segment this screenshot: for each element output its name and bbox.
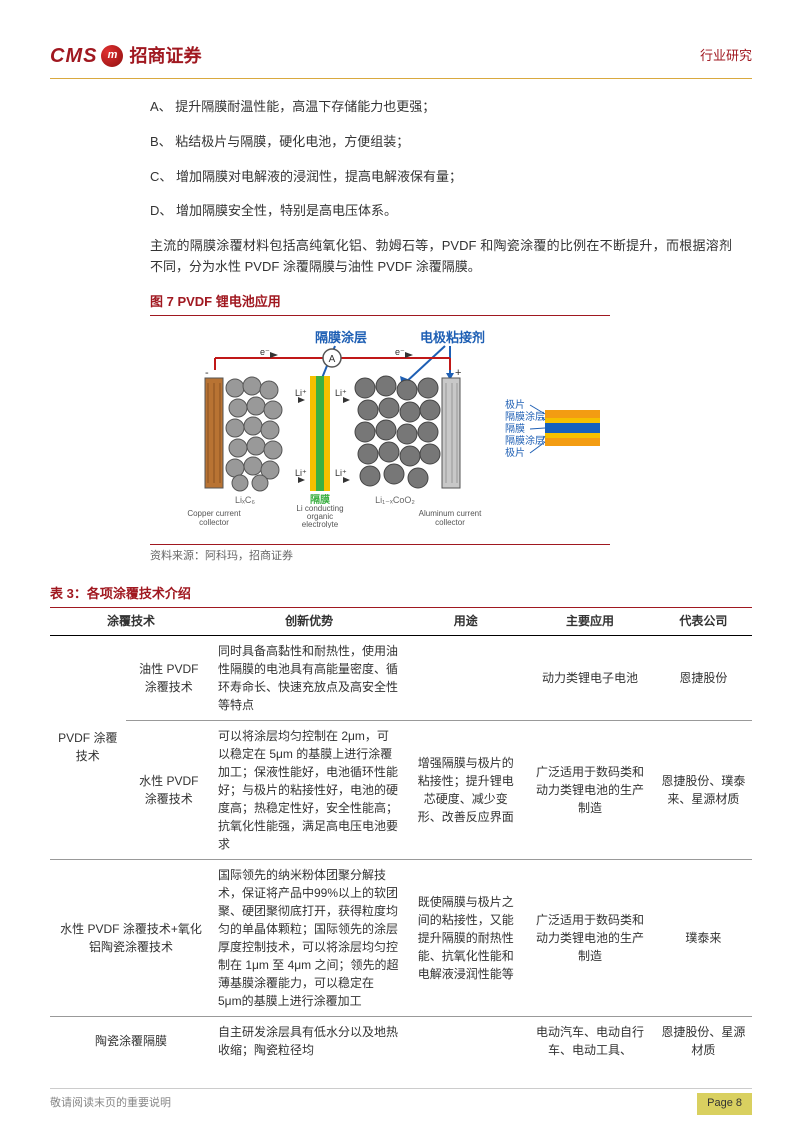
cell-advantage: 可以将涂层均匀控制在 2μm，可以稳定在 5μm 的基膜上进行涂覆加工；保液性能… bbox=[212, 720, 406, 859]
label-electrode-binder: 电极粘接剂 bbox=[420, 330, 485, 345]
svg-text:隔膜: 隔膜 bbox=[310, 493, 330, 506]
list-item-c: C、 增加隔膜对电解液的浸润性，提高电解液保有量； bbox=[150, 167, 732, 188]
svg-text:隔膜涂层: 隔膜涂层 bbox=[505, 410, 545, 423]
svg-text:隔膜: 隔膜 bbox=[505, 423, 525, 435]
battery-diagram-svg: 隔膜涂层 电极粘接剂 A e⁻ e⁻ - + bbox=[150, 328, 610, 528]
cell-advantage: 自主研发涂层具有低水分以及地热收缩；陶瓷粒径均 bbox=[212, 1016, 406, 1065]
cell-group-pvdf: PVDF 涂覆技术 bbox=[50, 635, 126, 859]
col-application: 主要应用 bbox=[525, 607, 655, 635]
table-row: PVDF 涂覆技术 油性 PVDF 涂覆技术 同时具备高黏性和耐热性，使用油性隔… bbox=[50, 635, 752, 720]
table-row: 水性 PVDF 涂覆技术 可以将涂层均匀控制在 2μm，可以稳定在 5μm 的基… bbox=[50, 720, 752, 859]
svg-text:A: A bbox=[329, 354, 336, 365]
cathode-particles bbox=[355, 376, 440, 488]
svg-text:Li⁺: Li⁺ bbox=[335, 388, 347, 398]
body-content: A、 提升隔膜耐温性能，高温下存储能力也更强； B、 粘结极片与隔膜，硬化电池，… bbox=[50, 97, 752, 278]
coating-table: 涂覆技术 创新优势 用途 主要应用 代表公司 PVDF 涂覆技术 油性 PVDF… bbox=[50, 607, 752, 1065]
svg-text:Copper current: Copper current bbox=[187, 509, 241, 518]
separator-membrane bbox=[316, 376, 324, 491]
svg-text:Aluminum current: Aluminum current bbox=[419, 509, 482, 518]
cell-company: 璞泰来 bbox=[655, 859, 752, 1016]
svg-text:Li⁺: Li⁺ bbox=[295, 388, 307, 398]
cell-usage: 既使隔膜与极片之间的粘接性，又能提升隔膜的耐热性能、抗氧化性能和电解液浸润性能等 bbox=[406, 859, 525, 1016]
svg-text:e⁻: e⁻ bbox=[260, 347, 270, 357]
cell-application: 电动汽车、电动自行车、电动工具、 bbox=[525, 1016, 655, 1065]
cell-company: 恩捷股份、星源材质 bbox=[655, 1016, 752, 1065]
svg-text:collector: collector bbox=[435, 518, 465, 527]
footer-disclaimer: 敬请阅读末页的重要说明 bbox=[50, 1095, 171, 1113]
svg-text:electrolyte: electrolyte bbox=[302, 520, 339, 528]
svg-text:LiₓC₆: LiₓC₆ bbox=[235, 495, 255, 505]
svg-text:collector: collector bbox=[199, 518, 229, 527]
list-item-a: A、 提升隔膜耐温性能，高温下存储能力也更强； bbox=[150, 97, 732, 118]
label-separator-coating: 隔膜涂层 bbox=[315, 330, 367, 345]
page-number: Page 8 bbox=[697, 1093, 752, 1115]
header-category: 行业研究 bbox=[700, 46, 752, 67]
col-usage: 用途 bbox=[406, 607, 525, 635]
separator-coating-right bbox=[324, 376, 330, 491]
cell-tech: 水性 PVDF 涂覆技术 bbox=[126, 720, 212, 859]
cell-advantage: 国际领先的纳米粉体团聚分解技术，保证将产品中99%以上的软团聚、硬团聚彻底打开，… bbox=[212, 859, 406, 1016]
page-footer: 敬请阅读末页的重要说明 Page 8 bbox=[50, 1088, 752, 1115]
cell-group-mixed: 水性 PVDF 涂覆技术+氧化铝陶瓷涂覆技术 bbox=[50, 859, 212, 1016]
arrow-line-2 bbox=[405, 346, 445, 383]
list-item-b: B、 粘结极片与隔膜，硬化电池，方便组装； bbox=[150, 132, 732, 153]
svg-text:e⁻: e⁻ bbox=[395, 347, 405, 357]
cell-group-ceramic: 陶瓷涂覆隔膜 bbox=[50, 1016, 212, 1065]
table-title: 表 3：各项涂覆技术介绍 bbox=[50, 584, 752, 605]
figure-title: 图 7 PVDF 锂电池应用 bbox=[150, 292, 610, 316]
cell-application: 广泛适用于数码类和动力类锂电池的生产制造 bbox=[525, 720, 655, 859]
cell-advantage: 同时具备高黏性和耐热性，使用油性隔膜的电池具有高能量密度、循环寿命长、快速充放点… bbox=[212, 635, 406, 720]
svg-text:隔膜涂层: 隔膜涂层 bbox=[505, 434, 545, 447]
table-header-row: 涂覆技术 创新优势 用途 主要应用 代表公司 bbox=[50, 607, 752, 635]
cell-usage: 增强隔膜与极片的粘接性；提升锂电芯硬度、减少变形、改善反应界面 bbox=[406, 720, 525, 859]
col-advantage: 创新优势 bbox=[212, 607, 406, 635]
svg-text:+: + bbox=[455, 367, 461, 379]
table-row: 水性 PVDF 涂覆技术+氧化铝陶瓷涂覆技术 国际领先的纳米粉体团聚分解技术，保… bbox=[50, 859, 752, 1016]
cell-tech: 油性 PVDF 涂覆技术 bbox=[126, 635, 212, 720]
cell-company: 恩捷股份 bbox=[655, 635, 752, 720]
cell-application: 动力类锂电子电池 bbox=[525, 635, 655, 720]
layer-legend: 极片 隔膜涂层 隔膜 隔膜涂层 极片 bbox=[505, 398, 600, 459]
anode-particles bbox=[226, 377, 282, 491]
logo-cn-text: 招商证券 bbox=[129, 42, 201, 71]
table-row: 陶瓷涂覆隔膜 自主研发涂层具有低水分以及地热收缩；陶瓷粒径均 电动汽车、电动自行… bbox=[50, 1016, 752, 1065]
page-header: CMS m 招商证券 行业研究 bbox=[50, 40, 752, 79]
svg-text:极片: 极片 bbox=[505, 398, 525, 411]
svg-text:Li₁₋ₓCoO₂: Li₁₋ₓCoO₂ bbox=[375, 495, 415, 505]
figure-source: 资料来源：阿科玛，招商证券 bbox=[150, 544, 610, 566]
figure-diagram: 隔膜涂层 电极粘接剂 A e⁻ e⁻ - + bbox=[150, 322, 610, 541]
svg-text:-: - bbox=[205, 367, 209, 379]
svg-text:极片: 极片 bbox=[505, 446, 525, 459]
cell-company: 恩捷股份、璞泰来、星源材质 bbox=[655, 720, 752, 859]
cell-application: 广泛适用于数码类和动力类锂电池的生产制造 bbox=[525, 859, 655, 1016]
col-tech: 涂覆技术 bbox=[50, 607, 212, 635]
logo-cms-text: CMS bbox=[50, 40, 97, 72]
cell-usage bbox=[406, 635, 525, 720]
svg-text:Li⁺: Li⁺ bbox=[335, 468, 347, 478]
svg-text:Li⁺: Li⁺ bbox=[295, 468, 307, 478]
col-company: 代表公司 bbox=[655, 607, 752, 635]
figure-7: 图 7 PVDF 锂电池应用 隔膜涂层 电极粘接剂 A e⁻ bbox=[150, 292, 610, 566]
cell-usage bbox=[406, 1016, 525, 1065]
list-item-d: D、 增加隔膜安全性，特别是高电压体系。 bbox=[150, 201, 732, 222]
body-paragraph: 主流的隔膜涂覆材料包括高纯氧化铝、勃姆石等，PVDF 和陶瓷涂覆的比例在不断提升… bbox=[150, 236, 732, 278]
logo: CMS m 招商证券 bbox=[50, 40, 201, 72]
separator-coating-left bbox=[310, 376, 316, 491]
page: CMS m 招商证券 行业研究 A、 提升隔膜耐温性能，高温下存储能力也更强； … bbox=[0, 0, 802, 1133]
logo-circle-icon: m bbox=[101, 45, 123, 67]
